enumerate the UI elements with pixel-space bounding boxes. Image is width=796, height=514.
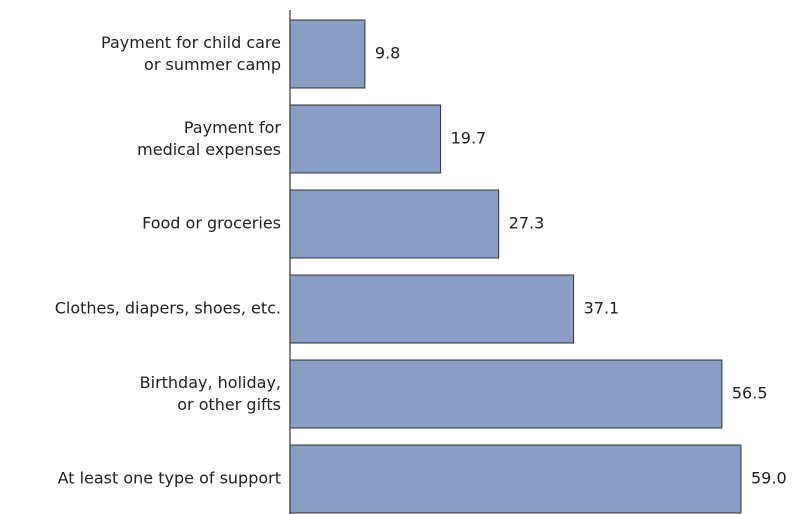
value-label: 37.1 [584,299,620,318]
bar [289,189,500,259]
value-label: 9.8 [375,44,400,63]
category-label: Food or groceries [142,214,281,233]
bar [289,19,366,89]
value-label: 19.7 [451,129,487,148]
value-label: 27.3 [509,214,545,233]
bar [289,274,575,344]
value-label: 59.0 [751,469,787,488]
category-label: Clothes, diapers, shoes, etc. [55,299,281,318]
category-label: Payment for medical expenses [137,118,281,159]
bar [289,359,723,429]
value-label: 56.5 [732,384,768,403]
bar [289,444,742,514]
category-label: Payment for child care or summer camp [101,33,281,74]
category-label: At least one type of support [58,469,281,488]
category-label: Birthday, holiday, or other gifts [140,373,281,414]
bar [289,104,442,174]
